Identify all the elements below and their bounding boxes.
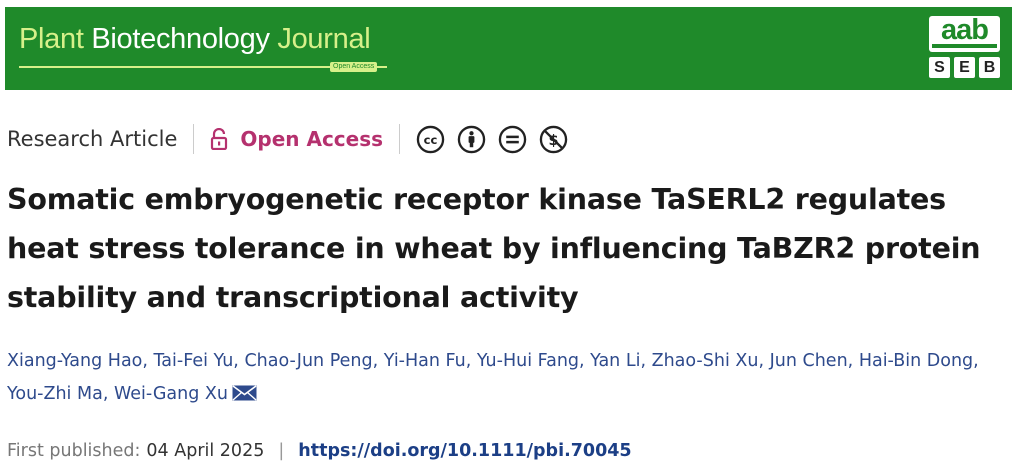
journal-title[interactable]: Plant Biotechnology Journal — [19, 23, 371, 56]
attribution-icon[interactable] — [457, 125, 486, 154]
author-link[interactable]: You-Zhi Ma — [7, 384, 103, 404]
divider — [193, 124, 195, 154]
author-link[interactable]: Hai-Bin Dong — [858, 351, 974, 371]
author-link[interactable]: Jun Chen — [769, 351, 848, 371]
svg-text:cc: cc — [424, 132, 438, 146]
author-link[interactable]: Yan Li — [590, 351, 641, 371]
article-title: Somatic embryogenetic receptor kinase Ta… — [7, 183, 981, 314]
aab-logo[interactable]: aab — [929, 14, 1000, 52]
author-link[interactable]: Xiang-Yang Hao — [7, 351, 143, 371]
first-published-date: 04 April 2025 — [146, 441, 265, 461]
author-list: Xiang-Yang Hao, Tai-Fei Yu, Chao-Jun Pen… — [7, 351, 979, 404]
aab-logo-text: aab — [941, 14, 989, 46]
non-commercial-icon[interactable]: $ — [539, 125, 568, 154]
aab-logo-strip — [932, 44, 997, 48]
author-link[interactable]: Yu-Hui Fang — [476, 351, 580, 371]
seb-logo-s[interactable]: S — [929, 57, 950, 78]
publication-info: First published: 04 April 2025 | https:/… — [7, 436, 632, 466]
banner-open-access-tag: Open Access — [330, 62, 378, 72]
article-meta-row: Research Article Open Access cc — [7, 122, 568, 156]
open-lock-icon — [211, 128, 228, 150]
article-type: Research Article — [7, 127, 178, 151]
open-access-label[interactable]: Open Access — [240, 127, 384, 151]
banner-underline — [19, 66, 387, 68]
author-link[interactable]: Chao-Jun Peng — [244, 351, 373, 371]
journal-title-part2: Biotechnology — [91, 23, 278, 55]
license-icons[interactable]: cc $ — [416, 125, 568, 154]
no-derivatives-icon[interactable] — [498, 125, 527, 154]
author-link[interactable]: Tai-Fei Yu — [153, 351, 234, 371]
seb-logo-b[interactable]: B — [979, 57, 1000, 78]
journal-title-part3: Journal — [277, 23, 371, 55]
journal-banner[interactable]: Plant Biotechnology Journal Open Access … — [5, 7, 1012, 90]
journal-title-part1: Plant — [19, 23, 92, 55]
cc-icon[interactable]: cc — [416, 125, 445, 154]
doi-link[interactable]: https://doi.org/10.1111/pbi.70045 — [298, 441, 632, 461]
corresponding-author-link[interactable]: Wei-Gang Xu — [113, 384, 228, 404]
author-link[interactable]: Zhao-Shi Xu — [651, 351, 759, 371]
first-published-label: First published: — [7, 441, 141, 461]
pipe-separator: | — [278, 441, 285, 461]
author-link[interactable]: Yi-Han Fu — [383, 351, 466, 371]
divider — [399, 124, 401, 154]
society-logos[interactable]: aab S E B — [929, 14, 1000, 79]
email-icon[interactable] — [232, 385, 257, 401]
seb-logo-e[interactable]: E — [954, 57, 975, 78]
